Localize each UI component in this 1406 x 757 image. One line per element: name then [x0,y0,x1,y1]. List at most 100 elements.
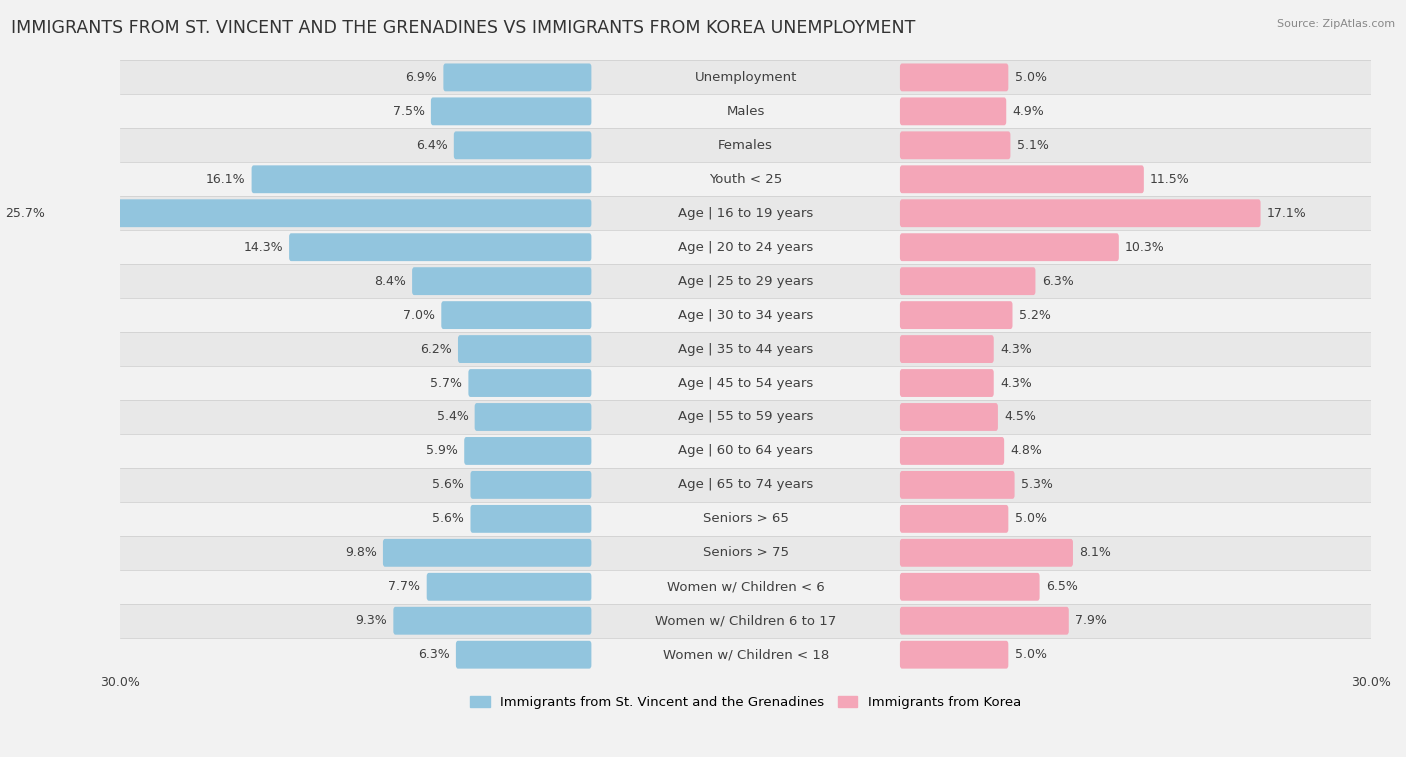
Text: 5.0%: 5.0% [1015,71,1046,84]
Text: 5.3%: 5.3% [1021,478,1053,491]
Text: Age | 16 to 19 years: Age | 16 to 19 years [678,207,813,220]
Text: 10.3%: 10.3% [1125,241,1164,254]
Text: Age | 20 to 24 years: Age | 20 to 24 years [678,241,813,254]
Text: 7.0%: 7.0% [404,309,434,322]
FancyBboxPatch shape [118,95,1374,129]
FancyBboxPatch shape [900,539,1073,567]
Text: 4.3%: 4.3% [1000,343,1032,356]
Text: 5.0%: 5.0% [1015,648,1046,661]
Text: Seniors > 75: Seniors > 75 [703,547,789,559]
FancyBboxPatch shape [118,264,1374,298]
Text: 7.7%: 7.7% [388,581,420,593]
Text: 9.8%: 9.8% [344,547,377,559]
FancyBboxPatch shape [900,607,1069,634]
FancyBboxPatch shape [464,437,592,465]
Text: 5.6%: 5.6% [433,478,464,491]
FancyBboxPatch shape [412,267,592,295]
Text: 5.2%: 5.2% [1019,309,1050,322]
Text: Women w/ Children 6 to 17: Women w/ Children 6 to 17 [655,614,837,628]
FancyBboxPatch shape [468,369,592,397]
FancyBboxPatch shape [900,233,1119,261]
FancyBboxPatch shape [118,129,1374,162]
Text: Age | 60 to 64 years: Age | 60 to 64 years [678,444,813,457]
Text: Women w/ Children < 18: Women w/ Children < 18 [662,648,828,661]
Text: Age | 65 to 74 years: Age | 65 to 74 years [678,478,813,491]
Text: Source: ZipAtlas.com: Source: ZipAtlas.com [1277,19,1395,29]
FancyBboxPatch shape [382,539,592,567]
Text: 5.6%: 5.6% [433,512,464,525]
Text: Age | 35 to 44 years: Age | 35 to 44 years [678,343,813,356]
FancyBboxPatch shape [454,132,592,159]
Text: 16.1%: 16.1% [205,173,245,185]
Text: Females: Females [718,139,773,152]
Text: 6.3%: 6.3% [418,648,450,661]
Text: Seniors > 65: Seniors > 65 [703,512,789,525]
Text: 5.0%: 5.0% [1015,512,1046,525]
FancyBboxPatch shape [900,369,994,397]
Text: 7.5%: 7.5% [392,105,425,118]
FancyBboxPatch shape [471,471,592,499]
FancyBboxPatch shape [900,403,998,431]
Text: Youth < 25: Youth < 25 [709,173,782,185]
Text: 11.5%: 11.5% [1150,173,1189,185]
FancyBboxPatch shape [900,471,1015,499]
FancyBboxPatch shape [118,502,1374,536]
FancyBboxPatch shape [900,437,1004,465]
Text: 5.1%: 5.1% [1017,139,1049,152]
Text: 6.4%: 6.4% [416,139,447,152]
FancyBboxPatch shape [456,640,592,668]
FancyBboxPatch shape [900,64,1008,92]
Text: 9.3%: 9.3% [356,614,387,628]
Text: Age | 45 to 54 years: Age | 45 to 54 years [678,376,813,390]
FancyBboxPatch shape [118,400,1374,434]
Legend: Immigrants from St. Vincent and the Grenadines, Immigrants from Korea: Immigrants from St. Vincent and the Gren… [465,690,1026,714]
FancyBboxPatch shape [900,505,1008,533]
Text: 8.4%: 8.4% [374,275,406,288]
FancyBboxPatch shape [900,165,1144,193]
FancyBboxPatch shape [118,332,1374,366]
Text: Age | 30 to 34 years: Age | 30 to 34 years [678,309,813,322]
Text: Women w/ Children < 6: Women w/ Children < 6 [666,581,824,593]
Text: 5.9%: 5.9% [426,444,458,457]
FancyBboxPatch shape [900,335,994,363]
FancyBboxPatch shape [118,366,1374,400]
Text: 25.7%: 25.7% [6,207,45,220]
FancyBboxPatch shape [118,162,1374,196]
Text: 6.3%: 6.3% [1042,275,1073,288]
Text: 30.0%: 30.0% [100,676,141,689]
FancyBboxPatch shape [443,64,592,92]
FancyBboxPatch shape [394,607,592,634]
Text: Age | 25 to 29 years: Age | 25 to 29 years [678,275,813,288]
FancyBboxPatch shape [900,640,1008,668]
Text: 8.1%: 8.1% [1080,547,1111,559]
Text: 7.9%: 7.9% [1076,614,1107,628]
Text: Unemployment: Unemployment [695,71,797,84]
Text: 5.4%: 5.4% [436,410,468,423]
FancyBboxPatch shape [118,604,1374,637]
Text: 6.2%: 6.2% [420,343,451,356]
FancyBboxPatch shape [118,196,1374,230]
FancyBboxPatch shape [458,335,592,363]
FancyBboxPatch shape [118,298,1374,332]
Text: 4.5%: 4.5% [1004,410,1036,423]
Text: Age | 55 to 59 years: Age | 55 to 59 years [678,410,813,423]
FancyBboxPatch shape [441,301,592,329]
FancyBboxPatch shape [118,434,1374,468]
FancyBboxPatch shape [426,573,592,601]
FancyBboxPatch shape [118,570,1374,604]
FancyBboxPatch shape [900,132,1011,159]
Text: 14.3%: 14.3% [243,241,283,254]
FancyBboxPatch shape [475,403,592,431]
Text: 4.3%: 4.3% [1000,376,1032,390]
Text: 4.9%: 4.9% [1012,105,1045,118]
FancyBboxPatch shape [900,199,1261,227]
Text: 30.0%: 30.0% [1351,676,1391,689]
Text: 5.7%: 5.7% [430,376,463,390]
FancyBboxPatch shape [900,301,1012,329]
Text: Males: Males [727,105,765,118]
FancyBboxPatch shape [118,637,1374,671]
Text: 17.1%: 17.1% [1267,207,1306,220]
Text: 6.9%: 6.9% [405,71,437,84]
FancyBboxPatch shape [471,505,592,533]
FancyBboxPatch shape [252,165,592,193]
